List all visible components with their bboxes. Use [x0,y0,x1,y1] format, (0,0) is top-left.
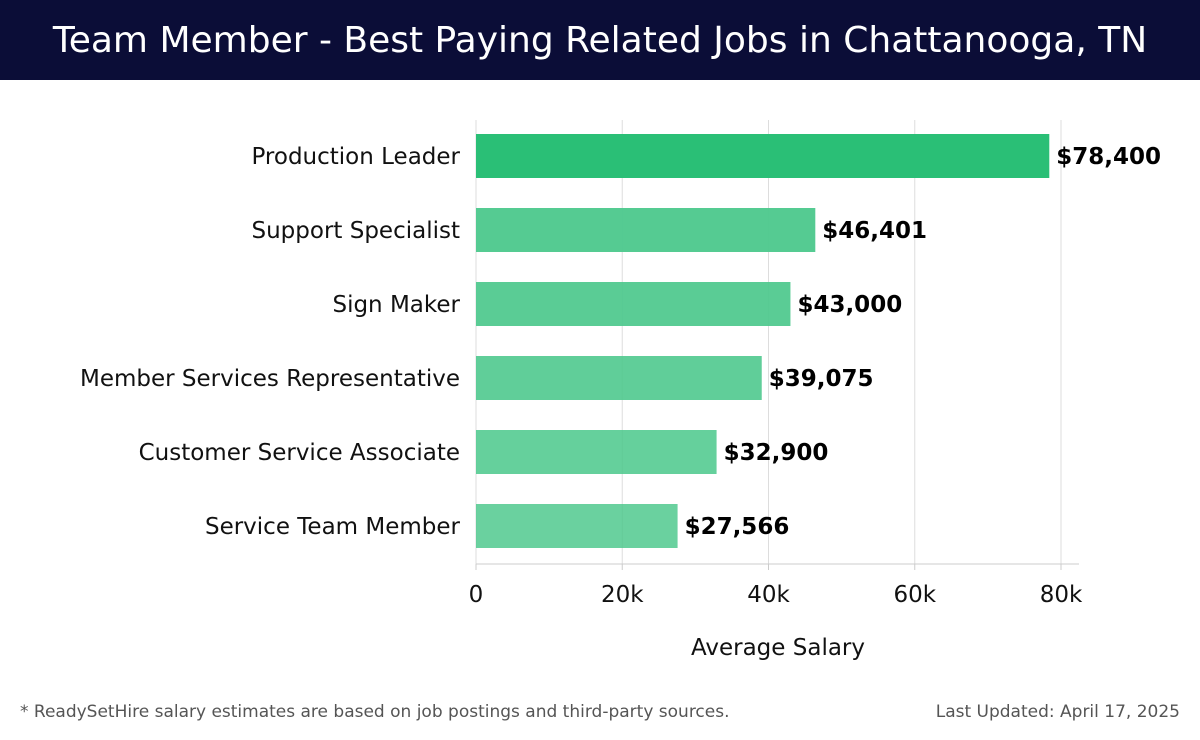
bar [476,504,678,548]
category-label: Sign Maker [332,292,460,318]
x-tick-label: 40k [747,582,790,608]
x-tick-label: 80k [1040,582,1083,608]
label-layer: Production Leader $78,400 Support Speciali… [80,144,1161,540]
category-label: Customer Service Associate [139,440,460,466]
category-label: Service Team Member [205,514,461,540]
x-tick-label: 0 [469,582,484,608]
chart-header: Team Member - Best Paying Related Jobs i… [0,0,1200,80]
category-label: Member Services Representative [80,366,460,392]
bar [476,282,791,326]
x-tick-label: 20k [601,582,644,608]
category-label: Production Leader [251,144,460,170]
bar [476,430,717,474]
x-axis-ticks: 0 20k 40k 60k 80k [469,564,1083,608]
value-label: $43,000 [797,292,902,318]
last-updated: Last Updated: April 17, 2025 [935,702,1180,722]
bar [476,356,762,400]
grid-layer [475,120,1079,565]
chart-title: Team Member - Best Paying Related Jobs i… [52,19,1148,61]
value-label: $39,075 [769,366,874,392]
bar [476,134,1050,178]
salary-bar-chart: Production Leader $78,400 Support Speciali… [80,120,1161,661]
footnote: * ReadySetHire salary estimates are base… [20,702,730,722]
bar-layer [476,134,1050,548]
bar [476,208,816,252]
value-label: $27,566 [685,514,790,540]
x-tick-label: 60k [893,582,936,608]
value-label: $32,900 [724,440,829,466]
x-axis-label: Average Salary [691,635,865,661]
value-label: $46,401 [822,218,927,244]
category-label: Support Specialist [252,218,461,244]
value-label: $78,400 [1056,144,1161,170]
